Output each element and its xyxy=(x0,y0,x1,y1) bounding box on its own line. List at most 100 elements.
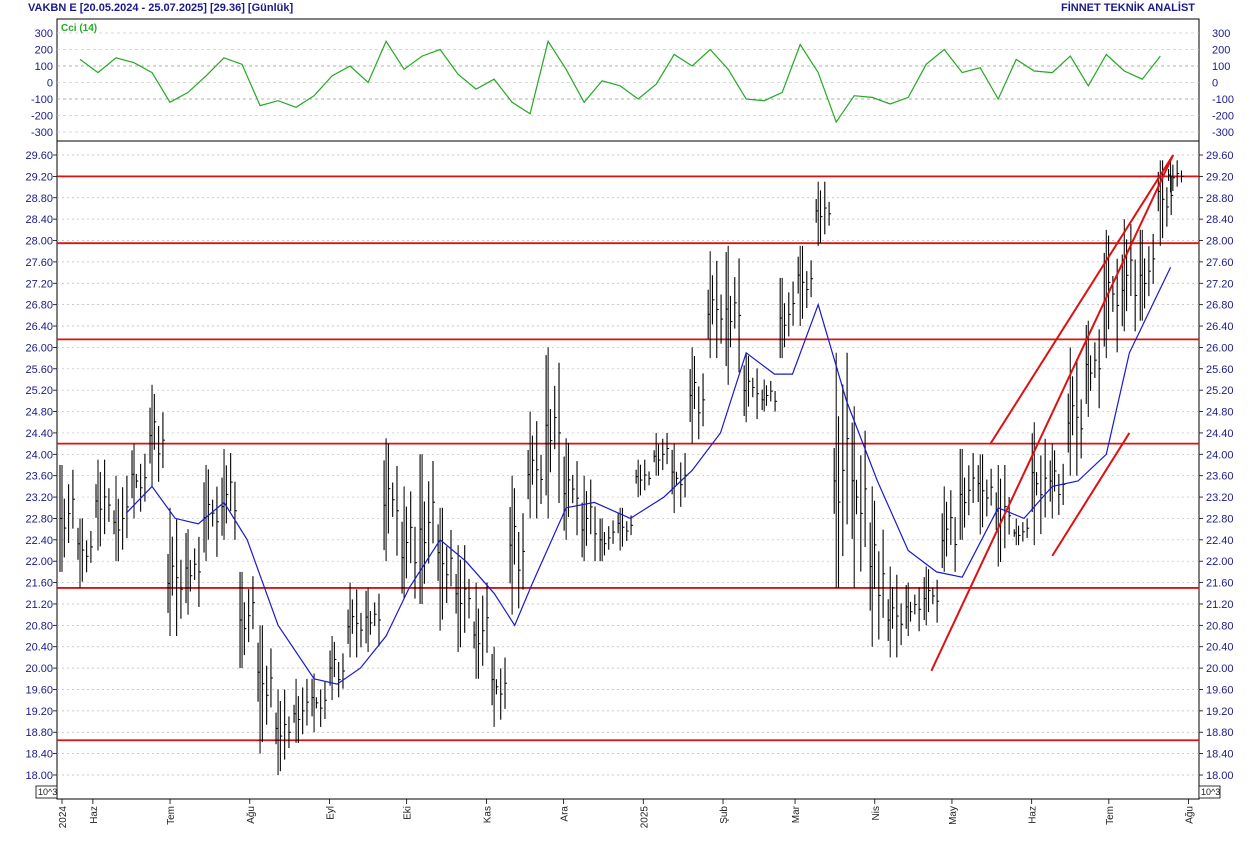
chart-title: VAKBN E [20.05.2024 - 25.07.2025] [29.36… xyxy=(28,2,294,14)
cci-tick-label-right: -100 xyxy=(1212,94,1234,106)
x-tick-label: Eki xyxy=(403,806,414,820)
price-tick-label-left: 28.40 xyxy=(25,214,53,226)
price-tick-label-left: 24.00 xyxy=(25,449,53,461)
price-tick-label-left: 23.20 xyxy=(25,492,53,504)
cci-tick-label-right: 100 xyxy=(1212,61,1230,73)
price-tick-label-right: 18.80 xyxy=(1206,727,1234,739)
price-tick-label-left: 28.80 xyxy=(25,193,53,205)
chart-source: FİNNET TEKNİK ANALİST xyxy=(1060,2,1195,14)
price-tick-label-left: 21.60 xyxy=(25,578,53,590)
price-tick-label-right: 21.60 xyxy=(1206,578,1234,590)
price-tick-label-right: 24.80 xyxy=(1206,407,1234,419)
price-tick-label-left: 26.00 xyxy=(25,342,53,354)
price-tick-label-right: 26.00 xyxy=(1206,342,1234,354)
price-tick-label-left: 19.20 xyxy=(25,706,53,718)
price-tick-label-right: 18.40 xyxy=(1206,749,1234,761)
cci-line xyxy=(79,39,1161,124)
price-tick-label-right: 28.40 xyxy=(1206,214,1234,226)
svg-text:10^3: 10^3 xyxy=(38,787,57,797)
cci-gridlines xyxy=(57,32,1199,133)
trend-line xyxy=(1051,432,1131,557)
price-tick-label-left: 29.60 xyxy=(25,150,53,162)
x-tick-label: Ağu xyxy=(246,806,257,824)
x-tick-label: 2024 xyxy=(58,806,69,829)
price-tick-label-right: 28.00 xyxy=(1206,236,1234,248)
price-tick-label-left: 22.40 xyxy=(25,535,53,547)
support-resistance-lines xyxy=(57,175,1199,742)
price-tick-label-left: 19.60 xyxy=(25,684,53,696)
x-tick-label: Kas xyxy=(482,806,493,823)
price-tick-label-left: 20.40 xyxy=(25,642,53,654)
price-y-tick-labels: 29.60 29.60 29.20 29.20 28.80 28.80 28.40 28.40… xyxy=(25,150,1233,782)
x-axis-labels: 2024 Haz Tem Ağu Eyl Eki Kas Ara 2025 Şub Mar Nis Ma… xyxy=(58,799,1196,828)
price-tick-label-right: 24.00 xyxy=(1206,449,1234,461)
cci-tick-label-right: 200 xyxy=(1212,45,1230,57)
price-tick-label-right: 27.60 xyxy=(1206,257,1234,269)
price-tick-label-right: 22.40 xyxy=(1206,535,1234,547)
price-tick-label-left: 27.60 xyxy=(25,257,53,269)
price-tick-label-right: 24.40 xyxy=(1206,428,1234,440)
price-tick-label-right: 25.20 xyxy=(1206,385,1234,397)
cci-tick-label-right: 300 xyxy=(1212,28,1230,40)
price-tick-label-left: 18.80 xyxy=(25,727,53,739)
cci-legend: Cci (14) xyxy=(61,23,97,34)
moving-average-line xyxy=(125,266,1172,685)
x-tick-label: Eyl xyxy=(325,806,336,820)
price-tick-label-left: 26.80 xyxy=(25,300,53,312)
x-tick-label: 2025 xyxy=(639,806,650,829)
price-tick-label-left: 21.20 xyxy=(25,599,53,611)
x-tick-label: Nis xyxy=(871,806,882,820)
x-tick-label: Mar xyxy=(791,805,802,823)
price-tick-label-right: 21.20 xyxy=(1206,599,1234,611)
cci-tick-label-left: -300 xyxy=(31,127,53,139)
price-tick-label-left: 22.00 xyxy=(25,556,53,568)
x-tick-label: Tem xyxy=(166,806,177,825)
price-tick-label-left: 25.60 xyxy=(25,364,53,376)
x-tick-label: Şub xyxy=(719,806,730,824)
cci-panel xyxy=(56,18,1200,142)
price-tick-label-left: 26.40 xyxy=(25,321,53,333)
svg-text:10^3: 10^3 xyxy=(1201,787,1220,797)
price-tick-label-right: 19.20 xyxy=(1206,706,1234,718)
price-tick-label-right: 23.20 xyxy=(1206,492,1234,504)
price-tick-label-right: 27.20 xyxy=(1206,278,1234,290)
price-tick-label-left: 18.00 xyxy=(25,770,53,782)
price-tick-label-left: 23.60 xyxy=(25,471,53,483)
x-tick-label: May xyxy=(948,806,959,825)
cci-tick-label-left: -100 xyxy=(31,94,53,106)
unit-label-right: 10^3 xyxy=(1198,785,1221,799)
trend-line xyxy=(930,154,1175,672)
unit-label-left: 10^3 xyxy=(35,785,58,799)
cci-tick-label-right: 0 xyxy=(1212,78,1218,90)
price-tick-label-left: 24.80 xyxy=(25,407,53,419)
price-tick-label-right: 20.80 xyxy=(1206,620,1234,632)
price-tick-label-left: 25.20 xyxy=(25,385,53,397)
price-tick-label-right: 26.80 xyxy=(1206,300,1234,312)
cci-tick-label-right: -200 xyxy=(1212,111,1234,123)
cci-polyline xyxy=(79,39,1161,124)
price-tick-label-right: 20.00 xyxy=(1206,663,1234,675)
cci-tick-label-left: 200 xyxy=(35,45,53,57)
x-tick-label: Ağu xyxy=(1185,806,1196,824)
cci-tick-label-left: 100 xyxy=(35,61,53,73)
price-tick-label-right: 20.40 xyxy=(1206,642,1234,654)
price-tick-label-right: 25.60 xyxy=(1206,364,1234,376)
x-tick-label: Haz xyxy=(1028,806,1039,824)
price-tick-label-left: 20.00 xyxy=(25,663,53,675)
price-tick-label-left: 20.80 xyxy=(25,620,53,632)
price-tick-label-right: 22.80 xyxy=(1206,513,1234,525)
x-tick-label: Haz xyxy=(89,806,100,824)
price-tick-label-right: 18.00 xyxy=(1206,770,1234,782)
price-tick-label-right: 29.20 xyxy=(1206,171,1234,183)
cci-tick-label-left: 300 xyxy=(35,28,53,40)
price-tick-label-left: 24.40 xyxy=(25,428,53,440)
price-tick-label-left: 18.40 xyxy=(25,749,53,761)
price-tick-label-right: 28.80 xyxy=(1206,193,1234,205)
price-tick-label-right: 26.40 xyxy=(1206,321,1234,333)
price-tick-label-left: 27.20 xyxy=(25,278,53,290)
price-panel xyxy=(56,140,1200,800)
cci-tick-label-right: -300 xyxy=(1212,127,1234,139)
cci-y-tick-labels: 300 300 200 200 100 100 0 0 -100 -100 -200 -200 -300… xyxy=(31,28,1234,139)
x-tick-label: Ara xyxy=(560,806,571,822)
